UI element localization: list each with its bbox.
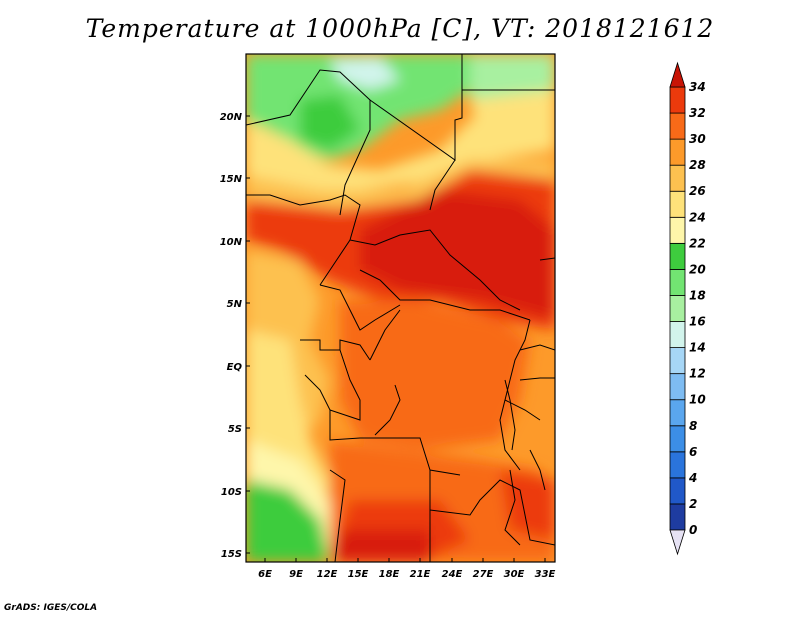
- colorbar-label: 20: [689, 262, 706, 276]
- svg-text:EQ: EQ: [227, 362, 243, 373]
- colorbar-label: 16: [689, 315, 706, 329]
- colorbar-bin: [669, 164, 686, 192]
- colorbar-label: 8: [689, 419, 697, 433]
- svg-text:21E: 21E: [410, 569, 431, 580]
- lon-tick: 15E: [348, 558, 369, 580]
- map-title: Temperature at 1000hPa [C], VT: 20181216…: [85, 14, 715, 43]
- colorbar-label: 10: [689, 393, 706, 407]
- svg-text:15N: 15N: [220, 174, 243, 185]
- colorbar-bin: [669, 373, 686, 401]
- lon-tick: 21E: [410, 558, 431, 580]
- colorbar-bin: [669, 347, 686, 375]
- grads-credit: GrADS: IGES/COLA: [4, 603, 98, 613]
- colorbar-label: 28: [689, 158, 706, 172]
- colorbar-bin: [669, 112, 686, 140]
- colorbar-bin: [669, 451, 686, 479]
- svg-text:15E: 15E: [348, 569, 369, 580]
- lon-tick: 12E: [317, 558, 338, 580]
- svg-text:33E: 33E: [535, 569, 556, 580]
- colorbar-label: 24: [689, 210, 706, 224]
- svg-text:18E: 18E: [379, 569, 400, 580]
- lat-tick: 20N: [220, 112, 250, 123]
- svg-text:24E: 24E: [442, 569, 463, 580]
- colorbar-label: 14: [689, 341, 706, 355]
- colorbar-label: 0: [689, 523, 697, 537]
- svg-text:15S: 15S: [221, 549, 242, 560]
- colorbar-label: 2: [689, 497, 697, 511]
- colorbar-bin: [669, 269, 686, 296]
- lat-tick: 15N: [220, 174, 250, 185]
- lat-tick: EQ: [227, 362, 250, 373]
- svg-text:5S: 5S: [228, 424, 242, 435]
- colorbar-bin: [669, 295, 686, 322]
- colorbar-bin: [669, 477, 686, 505]
- colorbar-bin: [669, 321, 686, 348]
- colorbar-bin: [669, 190, 686, 218]
- colorbar-label: 6: [689, 445, 697, 459]
- colorbar-label: 4: [688, 471, 697, 485]
- country-boundaries: [246, 54, 555, 562]
- lon-tick: 30E: [504, 558, 525, 580]
- lon-tick: 18E: [379, 558, 400, 580]
- colorbar-label: 34: [689, 80, 706, 94]
- lat-tick: 10S: [221, 487, 250, 498]
- latitude-axis: 20N 15N 10N 5N EQ 5S 10S 15S: [220, 112, 250, 560]
- lon-tick: 24E: [442, 558, 463, 580]
- lon-tick: 9E: [289, 558, 303, 580]
- lat-tick: 5S: [228, 424, 250, 435]
- svg-text:5N: 5N: [227, 299, 243, 310]
- longitude-axis: 6E 9E 12E 15E 18E 21E 24E 27E 30E 33E: [258, 558, 556, 580]
- colorbar-bin: [669, 425, 686, 453]
- colorbar-bin: [669, 138, 686, 166]
- lon-tick: 27E: [473, 558, 494, 580]
- colorbar-label: 32: [689, 106, 706, 120]
- colorbar-label: 18: [689, 288, 706, 302]
- lat-tick: 10N: [220, 237, 250, 248]
- colorbar-over-arrow: [669, 61, 686, 88]
- svg-text:6E: 6E: [258, 569, 272, 580]
- colorbar-label: 30: [689, 132, 706, 146]
- colorbar-bin: [669, 216, 686, 244]
- svg-text:20N: 20N: [220, 112, 243, 123]
- colorbar-bin: [669, 86, 686, 114]
- colorbar-under-arrow: [669, 529, 686, 556]
- lon-tick: 6E: [258, 558, 272, 580]
- colorbar-label: 26: [689, 184, 706, 198]
- svg-text:10N: 10N: [220, 237, 243, 248]
- temperature-field: [246, 54, 555, 562]
- lat-tick: 15S: [221, 549, 250, 560]
- colorbar-label: 22: [689, 236, 706, 250]
- svg-text:9E: 9E: [289, 569, 303, 580]
- svg-text:10S: 10S: [221, 487, 242, 498]
- colorbar-label: 12: [689, 367, 706, 381]
- svg-text:27E: 27E: [473, 569, 494, 580]
- svg-text:30E: 30E: [504, 569, 525, 580]
- colorbar-bin: [669, 242, 686, 270]
- svg-text:12E: 12E: [317, 569, 338, 580]
- lat-tick: 5N: [227, 299, 250, 310]
- lon-tick: 33E: [535, 558, 556, 580]
- colorbar-bin: [669, 503, 686, 531]
- colorbar-bin: [669, 399, 686, 427]
- map-frame: [245, 53, 556, 563]
